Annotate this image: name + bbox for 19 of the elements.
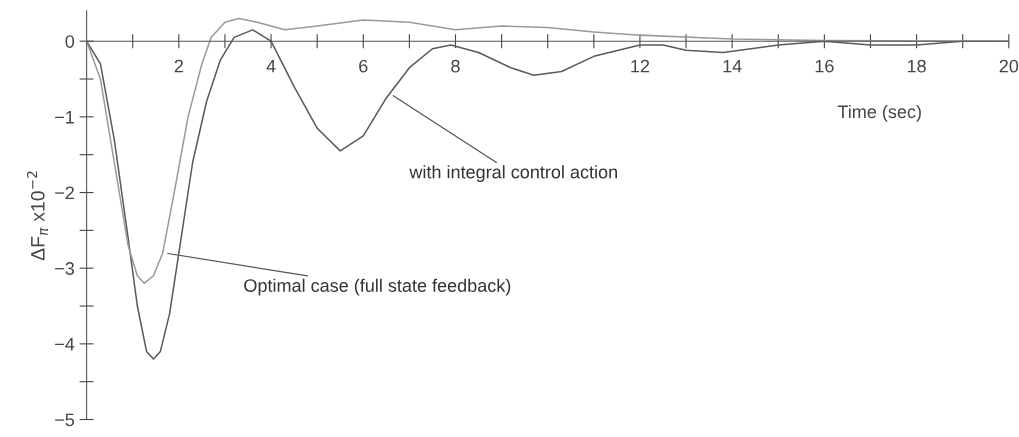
y-tick-label: −5: [55, 413, 75, 427]
x-tick-label: 18: [907, 59, 926, 73]
x-tick-label: 20: [999, 59, 1019, 73]
x-tick-label: 8: [451, 59, 460, 73]
y-tick-label: −4: [55, 337, 75, 351]
x-tick-label: 14: [723, 59, 742, 73]
x-tick-label: 12: [631, 59, 650, 73]
annotation: Optimal case (full state feedback): [244, 278, 511, 296]
y-tick-label: −1: [55, 110, 74, 124]
y-tick-label: 0: [65, 35, 75, 48]
y-tick-label: −3: [55, 262, 75, 275]
x-tick-label: 6: [359, 59, 368, 73]
x-axis-title: Time (sec): [837, 104, 921, 122]
y-tick-label: −2: [55, 186, 74, 200]
y-axis-title: ΔF$_{π}$ x10$^{−2}$: [26, 171, 48, 261]
x-tick-label: 16: [815, 59, 834, 73]
x-tick-label: 4: [266, 59, 276, 73]
annotation: with integral control action: [409, 165, 617, 183]
x-tick-label: 2: [174, 59, 183, 73]
